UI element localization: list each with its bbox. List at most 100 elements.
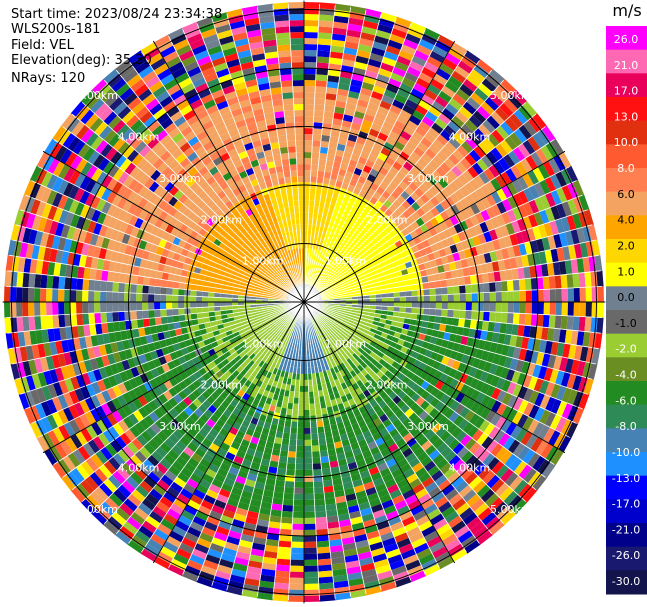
velocity-gate — [475, 187, 486, 200]
velocity-gate — [332, 118, 343, 126]
velocity-gate — [260, 27, 276, 36]
velocity-gate — [451, 42, 468, 56]
ray-separator — [53, 301, 305, 465]
velocity-gate — [154, 218, 164, 229]
velocity-gate — [404, 186, 415, 196]
ray-separator — [303, 13, 382, 303]
velocity-gate — [333, 251, 340, 259]
velocity-gate — [411, 296, 418, 302]
velocity-gate — [290, 427, 298, 434]
velocity-gate — [361, 513, 375, 523]
velocity-gate — [465, 293, 472, 302]
velocity-gate — [317, 432, 326, 440]
velocity-gate — [264, 357, 271, 365]
velocity-gate — [241, 242, 249, 250]
velocity-gate — [168, 407, 180, 419]
velocity-gate — [285, 213, 291, 220]
velocity-gate — [385, 548, 401, 559]
velocity-gate — [270, 266, 276, 273]
velocity-gate — [254, 372, 262, 380]
velocity-gate — [304, 128, 314, 135]
velocity-gate — [337, 263, 345, 270]
velocity-gate — [288, 390, 295, 398]
velocity-gate — [76, 278, 84, 291]
velocity-gate — [188, 402, 198, 413]
velocity-gate — [265, 350, 272, 358]
velocity-gate — [318, 14, 335, 22]
velocity-gate — [176, 168, 188, 179]
velocity-gate — [235, 43, 251, 53]
velocity-gate — [381, 288, 388, 294]
velocity-gate — [549, 220, 560, 236]
velocity-gate — [319, 201, 326, 209]
velocity-gate — [238, 444, 249, 454]
ray-separator — [303, 7, 352, 303]
velocity-gate — [139, 145, 152, 158]
velocity-gate — [341, 182, 350, 190]
velocity-gate — [240, 252, 249, 260]
velocity-gate — [245, 167, 255, 176]
velocity-gate — [170, 33, 187, 46]
velocity-gate — [160, 474, 174, 487]
velocity-gate — [468, 114, 483, 129]
velocity-gate — [80, 161, 93, 176]
velocity-gate — [253, 331, 261, 338]
velocity-gate — [316, 219, 322, 226]
velocity-gate — [236, 365, 244, 374]
velocity-gate — [192, 272, 200, 280]
velocity-gate — [281, 510, 294, 518]
velocity-gate — [337, 273, 345, 280]
velocity-gate — [372, 85, 386, 95]
velocity-gate — [254, 481, 266, 490]
velocity-gate — [277, 177, 286, 185]
velocity-gate — [462, 101, 477, 115]
velocity-gate — [169, 243, 178, 253]
velocity-gate — [285, 128, 296, 135]
velocity-gate — [124, 428, 137, 442]
velocity-gate — [159, 150, 172, 162]
velocity-gate — [550, 205, 561, 221]
velocity-gate — [349, 269, 356, 275]
velocity-gate — [402, 104, 415, 115]
velocity-gate — [353, 110, 366, 120]
velocity-gate — [317, 564, 333, 572]
velocity-gate — [116, 123, 131, 138]
velocity-gate — [52, 125, 67, 142]
velocity-gate — [327, 234, 334, 242]
velocity-gate — [284, 176, 292, 184]
velocity-gate — [284, 346, 290, 354]
velocity-gate — [223, 157, 234, 167]
velocity-gate — [344, 252, 351, 260]
velocity-gate — [311, 158, 320, 165]
velocity-gate — [261, 562, 277, 571]
velocity-gate — [259, 338, 266, 345]
velocity-gate — [274, 327, 280, 334]
velocity-gate — [187, 166, 199, 178]
velocity-gate — [87, 370, 97, 384]
velocity-gate — [250, 461, 261, 471]
velocity-gate — [196, 130, 208, 141]
velocity-gate — [257, 261, 264, 269]
velocity-gate — [19, 242, 29, 258]
velocity-gate — [159, 95, 174, 108]
velocity-gate — [376, 257, 385, 264]
velocity-gate — [237, 49, 252, 59]
velocity-gate — [52, 207, 64, 223]
velocity-gate — [98, 125, 113, 140]
velocity-gate — [261, 278, 268, 283]
velocity-gate — [196, 55, 212, 67]
velocity-gate — [465, 136, 478, 150]
velocity-gate — [260, 268, 267, 274]
velocity-gate — [242, 110, 255, 120]
velocity-gate — [191, 44, 208, 56]
velocity-gate — [402, 554, 419, 566]
velocity-gate — [62, 406, 75, 422]
velocity-gate — [513, 109, 528, 125]
velocity-gate — [250, 436, 260, 445]
velocity-gate — [61, 474, 76, 491]
velocity-gate — [378, 237, 387, 246]
velocity-gate — [572, 213, 583, 230]
velocity-gate — [357, 551, 373, 561]
velocity-gate — [136, 293, 143, 302]
ray-separator — [20, 301, 305, 395]
